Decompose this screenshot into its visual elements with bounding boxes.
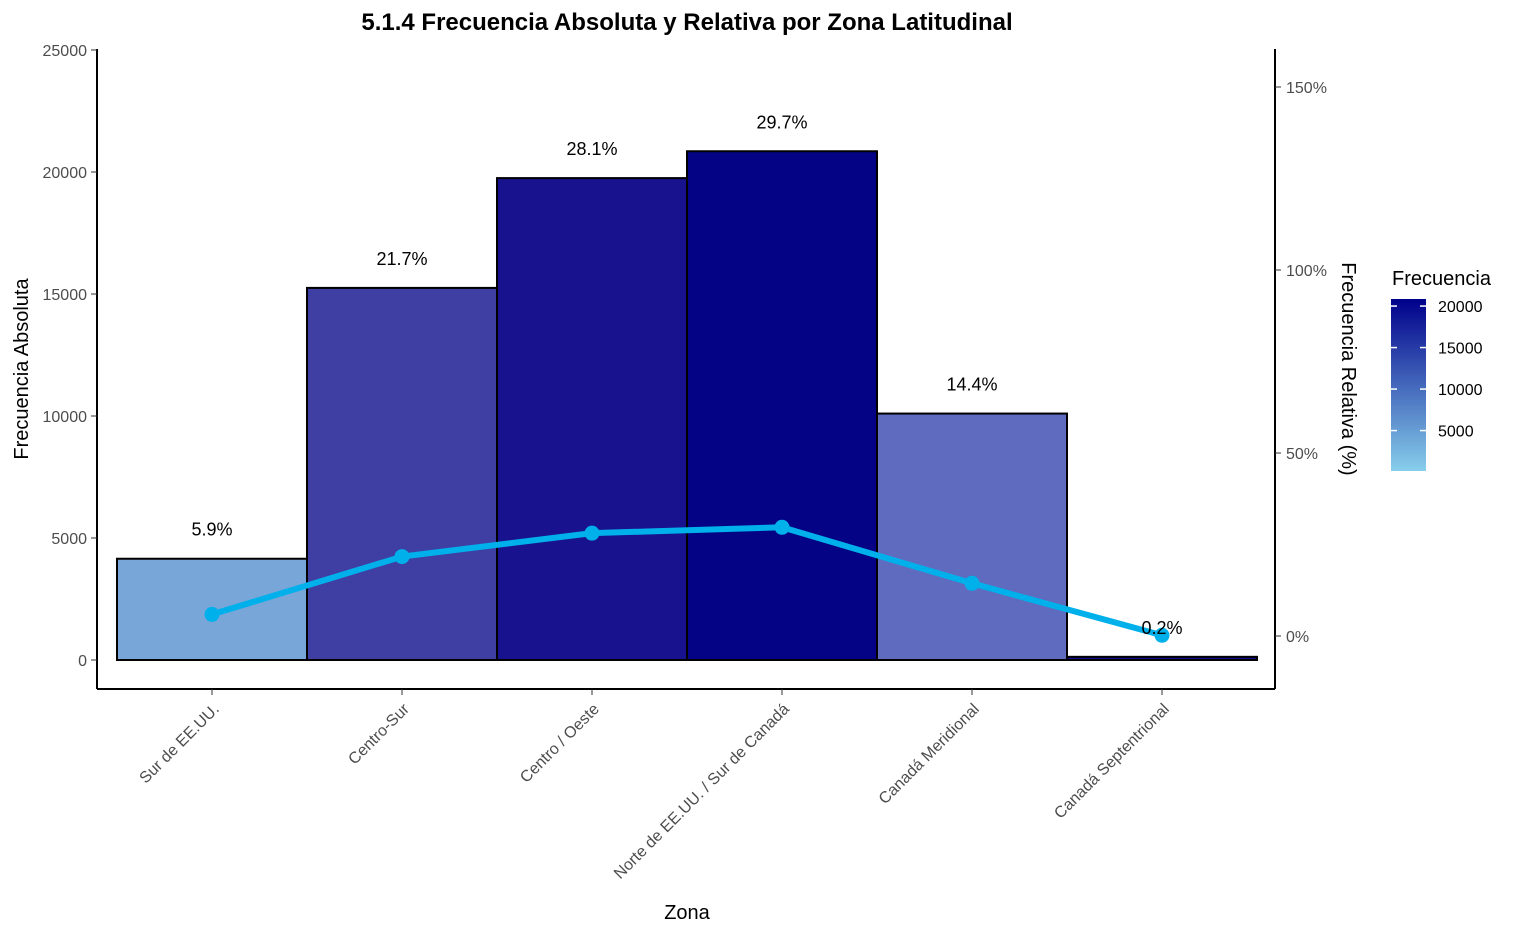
legend-tick-label: 20000 — [1438, 299, 1483, 316]
y2-tick-label: 100% — [1286, 263, 1327, 280]
relative-frequency-point — [394, 549, 410, 565]
relative-frequency-point — [964, 575, 980, 591]
x-tick-label: Centro-Sur — [345, 700, 413, 768]
chart-title: 5.1.4 Frecuencia Absoluta y Relativa por… — [361, 9, 1012, 36]
legend-tick-label: 5000 — [1438, 424, 1474, 441]
y-tick-label: 15000 — [43, 287, 88, 304]
legend: Frecuencia 5000 10000 15000 20000 — [1391, 268, 1492, 471]
y2-axis-title: Frecuencia Relativa (%) — [1337, 262, 1359, 475]
relative-frequency-point — [1154, 627, 1170, 643]
y-ticks-group: 0 5000 10000 15000 20000 25000 — [43, 43, 97, 670]
bar-data-label: 28.1% — [566, 139, 617, 159]
bar-data-label: 21.7% — [376, 249, 427, 269]
y-tick-label: 10000 — [43, 409, 88, 426]
relative-line-group — [204, 519, 1170, 643]
relative-frequency-line — [209, 524, 1165, 639]
x-tick-label: Norte de EE.UU. / Sur de Canadá — [611, 701, 793, 883]
y-tick-label: 5000 — [51, 531, 87, 548]
relative-frequency-point — [774, 519, 790, 535]
x-ticks-group: Sur de EE.UU. Centro-Sur Centro / Oeste Nor… — [137, 689, 1173, 883]
y2-ticks-group: 0% 50% 100% 150% — [1275, 80, 1327, 646]
x-tick-label: Canadá Meridional — [876, 701, 983, 808]
x-tick-label: Canadá Septentrional — [1051, 701, 1172, 822]
bar-data-label: 29.7% — [756, 112, 807, 132]
legend-tick-label: 15000 — [1438, 341, 1483, 358]
bar-data-label: 0.2% — [1141, 618, 1182, 638]
legend-tick-label: 10000 — [1438, 382, 1483, 399]
y-axis-title: Frecuencia Absoluta — [11, 278, 33, 460]
bar — [1066, 655, 1258, 662]
legend-title: Frecuencia — [1392, 268, 1492, 290]
legend-colorbar — [1391, 299, 1426, 471]
y-tick-label: 20000 — [43, 165, 88, 182]
x-tick-label: Sur de EE.UU. — [137, 701, 223, 787]
x-axis-title: Zona — [664, 902, 710, 924]
x-tick-label: Centro / Oeste — [517, 701, 603, 787]
y2-tick-label: 0% — [1286, 629, 1309, 646]
bar-data-label: 5.9% — [191, 520, 232, 540]
y-tick-label: 0 — [78, 653, 87, 670]
bar — [876, 412, 1068, 661]
legend-ticks-group: 5000 10000 15000 20000 — [1391, 299, 1483, 441]
data-labels-group: 5.9% 21.7% 28.1% 29.7% 14.4% 0.2% — [191, 112, 1182, 638]
relative-frequency-point — [204, 606, 220, 622]
relative-frequency-point — [584, 525, 600, 541]
y-tick-label: 25000 — [43, 43, 88, 60]
bar — [686, 150, 878, 661]
bar — [306, 286, 498, 661]
bar-data-label: 14.4% — [946, 375, 997, 395]
bars-group — [116, 150, 1258, 662]
bar — [496, 177, 688, 661]
y2-tick-label: 150% — [1286, 80, 1327, 97]
y2-tick-label: 50% — [1286, 446, 1318, 463]
